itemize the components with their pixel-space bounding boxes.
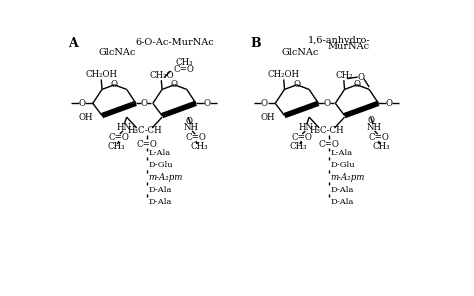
Text: 1,6-anhydro-: 1,6-anhydro- (307, 36, 370, 45)
Text: C=O: C=O (368, 133, 389, 142)
Text: CH₃: CH₃ (290, 142, 307, 151)
Text: 6-O-Ac-MurNAc: 6-O-Ac-MurNAc (135, 38, 214, 47)
Text: CH₂: CH₂ (335, 71, 353, 80)
Text: GlcNAc: GlcNAc (282, 48, 319, 57)
Text: O: O (185, 117, 192, 126)
Text: OH: OH (261, 113, 275, 122)
Text: D-Ala: D-Ala (148, 186, 172, 194)
Text: C=O: C=O (136, 140, 157, 149)
Text: O: O (386, 99, 393, 108)
Text: CH₂O: CH₂O (149, 71, 173, 80)
Text: HN: HN (299, 123, 314, 132)
Text: O: O (111, 80, 118, 89)
Text: O: O (367, 116, 374, 125)
Text: NH: NH (184, 123, 199, 132)
Text: O: O (203, 99, 210, 108)
Text: m-A₂pm: m-A₂pm (331, 173, 365, 182)
Text: NH: NH (366, 123, 381, 132)
Text: O: O (79, 99, 85, 108)
Text: O: O (293, 80, 301, 89)
Text: C=O: C=O (185, 133, 206, 142)
Text: C=O: C=O (319, 140, 339, 149)
Text: CH₃: CH₃ (107, 142, 125, 151)
Text: B: B (251, 37, 261, 50)
Text: CH₃: CH₃ (373, 142, 390, 151)
Text: O: O (171, 80, 178, 89)
Text: L-Ala: L-Ala (331, 149, 353, 157)
Text: C=O: C=O (109, 133, 129, 142)
Text: O: O (357, 73, 364, 82)
Text: CH₃: CH₃ (190, 142, 208, 151)
Text: O: O (141, 99, 148, 108)
Text: OH: OH (78, 113, 93, 122)
Text: CH₃: CH₃ (175, 58, 193, 67)
Text: D-Ala: D-Ala (331, 198, 354, 206)
Text: CH₂OH: CH₂OH (268, 70, 300, 79)
Text: D-Ala: D-Ala (148, 198, 172, 206)
Text: D-Ala: D-Ala (331, 186, 354, 194)
Text: O: O (354, 80, 360, 89)
Text: D-Glu: D-Glu (148, 161, 173, 169)
Text: MurNAc: MurNAc (328, 42, 370, 51)
Text: L-Ala: L-Ala (148, 149, 170, 157)
Text: m-A₂pm: m-A₂pm (148, 173, 182, 182)
Text: H₃C-CH: H₃C-CH (310, 126, 344, 136)
Text: HN: HN (116, 123, 131, 132)
Text: O: O (261, 99, 268, 108)
Text: O: O (323, 99, 330, 108)
Text: A: A (68, 37, 78, 50)
Text: GlcNAc: GlcNAc (99, 48, 137, 57)
Text: D-Glu: D-Glu (331, 161, 356, 169)
Text: CH₂OH: CH₂OH (85, 70, 117, 79)
Text: C=O: C=O (173, 65, 194, 74)
Text: C=O: C=O (291, 133, 312, 142)
Text: H₃C-CH: H₃C-CH (127, 126, 162, 136)
